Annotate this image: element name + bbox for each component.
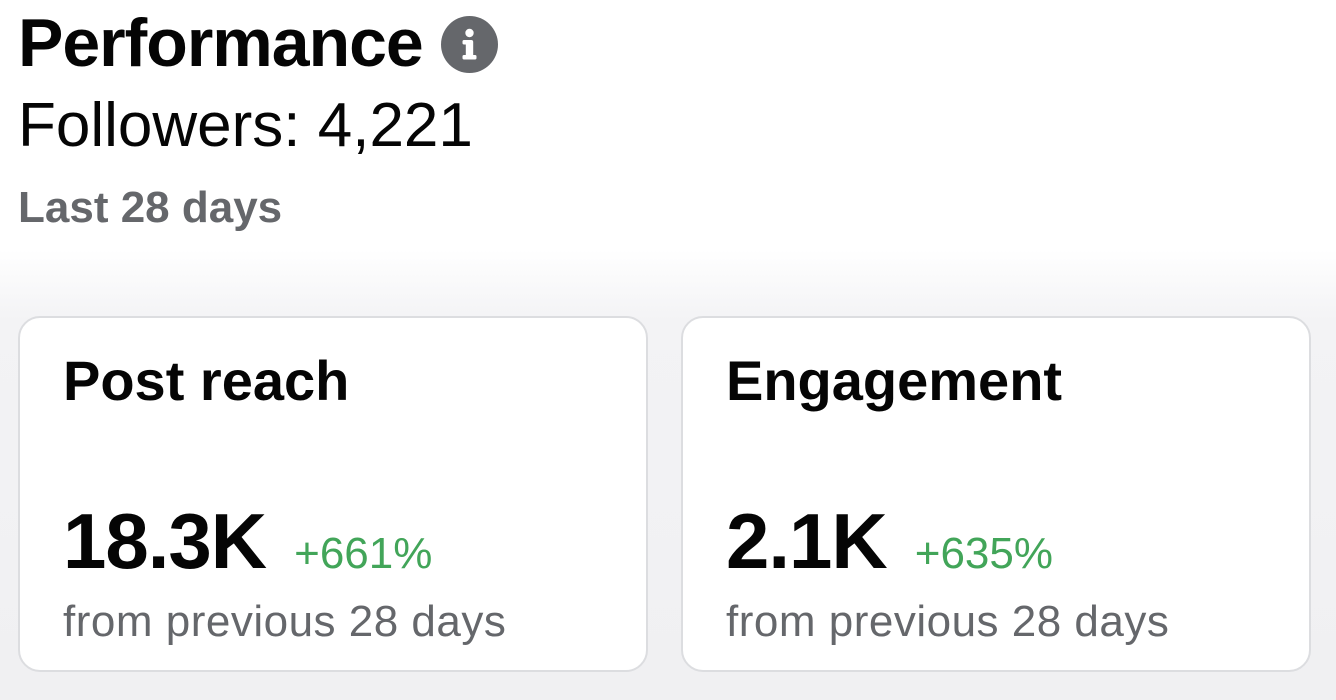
metric-change-badge: +661%	[294, 529, 433, 578]
page-title: Performance	[18, 5, 424, 81]
info-icon-glyph	[462, 28, 477, 59]
info-icon[interactable]	[440, 15, 498, 73]
comparison-text: from previous 28 days	[726, 597, 1170, 646]
performance-header: Performance Followers: 4,221 Last 28 day…	[18, 0, 498, 238]
metric-change-badge: +635%	[914, 529, 1053, 578]
comparison-text: from previous 28 days	[63, 597, 507, 646]
date-range-label[interactable]: Last 28 days	[18, 183, 283, 232]
card-title: Post reach	[63, 349, 350, 412]
title-row: Performance	[18, 0, 498, 86]
metric-value-row: 2.1K +635%	[726, 496, 1053, 586]
post-reach-card[interactable]: Post reach 18.3K +661% from previous 28 …	[18, 316, 648, 672]
metric-value: 2.1K	[726, 497, 888, 585]
metric-value: 18.3K	[63, 497, 267, 585]
metric-value-row: 18.3K +661%	[63, 496, 432, 586]
followers-count: Followers: 4,221	[18, 91, 473, 160]
metric-cards: Post reach 18.3K +661% from previous 28 …	[18, 316, 1311, 672]
card-title: Engagement	[726, 349, 1063, 412]
engagement-card[interactable]: Engagement 2.1K +635% from previous 28 d…	[681, 316, 1311, 672]
